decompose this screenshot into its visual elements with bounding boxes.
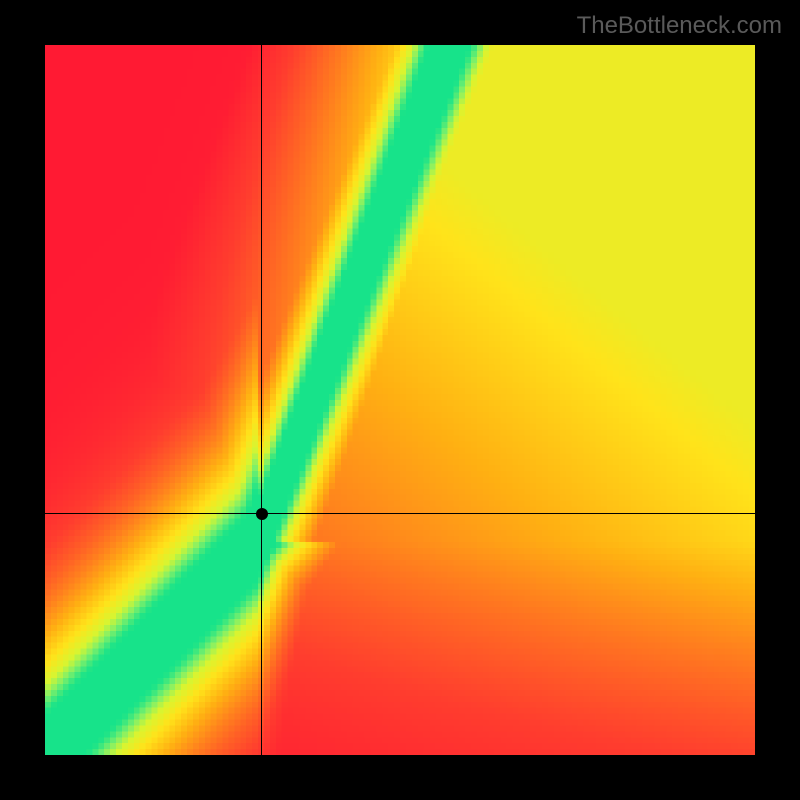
watermark-text: TheBottleneck.com bbox=[577, 12, 782, 40]
crosshair-horizontal bbox=[45, 513, 755, 514]
chart-container: TheBottleneck.com bbox=[0, 0, 800, 800]
crosshair-vertical bbox=[261, 45, 262, 755]
selection-dot bbox=[256, 508, 268, 520]
bottleneck-heatmap bbox=[45, 45, 755, 755]
